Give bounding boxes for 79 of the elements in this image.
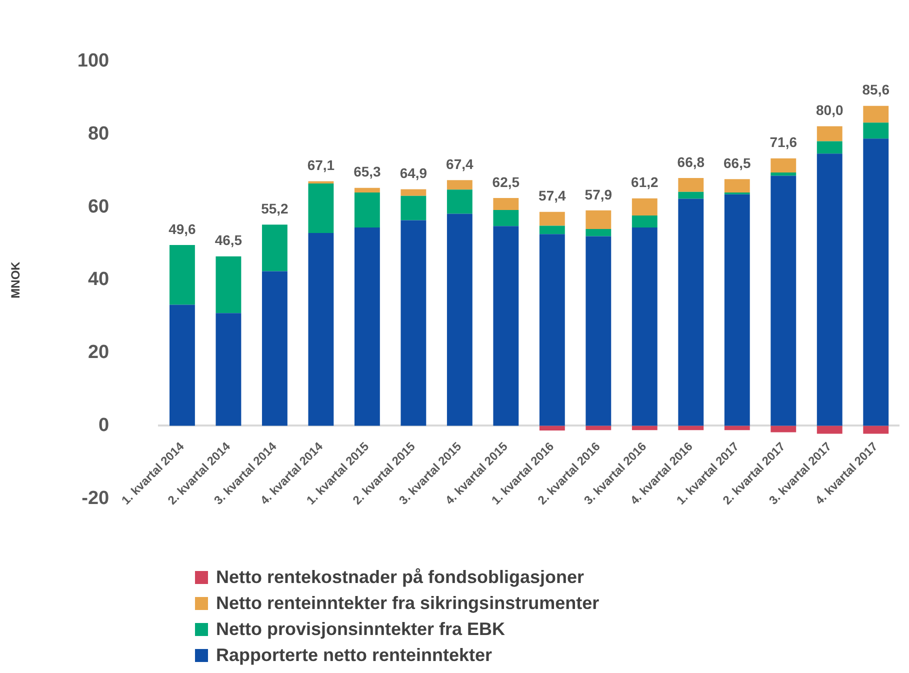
bar: [724, 179, 750, 193]
y-tick-label: 20: [88, 342, 110, 364]
total-label: 85,6: [862, 82, 890, 98]
bar: [354, 192, 380, 228]
bar: [724, 426, 750, 430]
bar: [586, 210, 612, 229]
bar: [308, 183, 334, 233]
total-label: 62,5: [492, 174, 520, 190]
bar: [493, 226, 519, 426]
total-label: 66,8: [677, 154, 705, 170]
bar: [678, 426, 704, 430]
bar: [539, 234, 565, 426]
bar: [400, 189, 426, 196]
total-label: 80,0: [816, 102, 844, 118]
total-label: 71,6: [770, 134, 798, 150]
bar: [816, 426, 842, 434]
bar: [863, 122, 889, 139]
total-label: 57,9: [584, 186, 612, 202]
bar: [354, 228, 380, 426]
y-tick-label: -20: [82, 488, 110, 509]
bar: [539, 212, 565, 226]
bar: [863, 138, 889, 426]
total-label: 65,3: [354, 164, 382, 180]
bar: [354, 188, 380, 193]
legend-label: Netto provisjonsinntekter fra EBK: [216, 618, 506, 640]
bar: [446, 214, 472, 426]
y-tick-label: 0: [98, 414, 110, 436]
bar: [724, 194, 750, 426]
bar: [400, 220, 426, 426]
y-axis-title: MNOK: [8, 261, 23, 298]
bar: [816, 141, 842, 154]
bar: [262, 271, 288, 426]
bar: [770, 172, 796, 176]
bar: [863, 426, 889, 434]
y-tick-label: 40: [88, 269, 110, 290]
bar: [678, 192, 704, 199]
total-label: 55,2: [261, 200, 289, 216]
legend-label: Netto renteinntekter fra sikringsinstrumenter: [216, 592, 600, 614]
bar: [216, 256, 242, 314]
bar: [539, 226, 565, 234]
bar: [632, 228, 658, 426]
bar: [632, 426, 658, 430]
bar: [539, 426, 565, 430]
bar: [816, 126, 842, 142]
bar: [770, 158, 796, 173]
bar: [863, 106, 889, 123]
bar: [816, 154, 842, 426]
bar: [170, 245, 195, 305]
total-label: 67,4: [446, 156, 474, 172]
bar: [678, 178, 704, 192]
bar: [493, 210, 519, 226]
bar: [586, 236, 612, 426]
bar: [678, 198, 704, 426]
bar: [262, 224, 288, 272]
bar: [632, 198, 658, 216]
bar: [586, 426, 612, 430]
bar: [308, 233, 334, 426]
bar: [446, 190, 472, 214]
total-label: 57,4: [538, 188, 566, 204]
y-tick-label: 60: [88, 196, 110, 218]
total-label: 61,2: [631, 174, 658, 190]
bar: [586, 228, 612, 236]
total-label: 49,6: [168, 220, 196, 237]
total-label: 67,1: [307, 157, 335, 174]
y-tick-label: 80: [88, 124, 110, 144]
total-label: 46,5: [214, 232, 242, 248]
bar: [770, 426, 796, 432]
total-label: 66,5: [724, 154, 751, 171]
total-label: 64,9: [400, 165, 428, 182]
legend-label: Rapporterte netto renteinntekter: [216, 644, 492, 666]
bar: [446, 180, 472, 190]
bar: [170, 304, 195, 426]
bar: [400, 196, 426, 220]
bar: [493, 198, 519, 210]
legend-label: Netto rentekostnader på fondsobligasjoner: [216, 566, 584, 588]
bar: [632, 216, 658, 228]
y-tick-label: 100: [77, 50, 110, 72]
bar: [216, 313, 242, 426]
bar: [770, 176, 796, 426]
